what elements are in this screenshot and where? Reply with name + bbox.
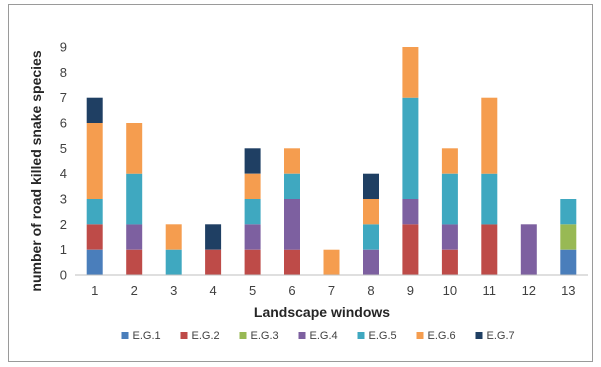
bar-segment-eg2-window-4 (205, 249, 222, 275)
y-tick-label: 6 (60, 116, 67, 131)
legend-swatch-eg4 (298, 332, 306, 339)
x-tick-label: 3 (170, 283, 177, 298)
bar-segment-eg2-window-1 (86, 224, 103, 250)
x-axis-title: Landscape windows (254, 304, 390, 320)
bar-segment-eg7-window-4 (205, 224, 222, 250)
bar-segment-eg6-window-6 (284, 148, 300, 174)
bar-segment-eg2-window-6 (284, 249, 300, 275)
legend-label-eg4: E.G.4 (310, 330, 338, 342)
x-tick-label: 9 (407, 283, 414, 298)
bar-segment-eg6-window-5 (244, 173, 261, 199)
legend-swatch-eg2 (180, 332, 188, 339)
legend-label-eg1: E.G.1 (133, 330, 161, 342)
x-tick-label: 13 (561, 283, 575, 298)
bar-segment-eg4-window-6 (284, 199, 300, 250)
legend-label-eg2: E.G.2 (192, 330, 220, 342)
bar-segment-eg3-window-13 (560, 224, 577, 250)
y-tick-label: 9 (60, 40, 67, 55)
bars-layer (86, 47, 577, 275)
bar-segment-eg2-window-2 (126, 249, 143, 275)
bar-segment-eg1-window-1 (86, 249, 103, 275)
bar-segment-eg4-window-12 (520, 224, 537, 275)
x-tick-label: 5 (249, 283, 256, 298)
legend-swatch-eg5 (357, 332, 365, 339)
bar-segment-eg4-window-8 (363, 249, 379, 275)
y-tick-label: 7 (60, 90, 67, 105)
bar-segment-eg5-window-10 (441, 173, 458, 225)
legend-swatch-eg3 (239, 332, 247, 339)
legend-swatch-eg1 (121, 332, 129, 339)
bar-segment-eg5-window-13 (560, 199, 577, 225)
bar-segment-eg6-window-11 (481, 97, 498, 174)
x-tick-label: 1 (91, 283, 98, 298)
x-tick-label: 10 (443, 283, 457, 298)
bar-segment-eg5-window-5 (244, 199, 261, 225)
bar-segment-eg6-window-10 (441, 148, 458, 174)
y-tick-label: 1 (60, 242, 67, 257)
bar-segment-eg2-window-5 (244, 249, 261, 275)
x-tick-label: 2 (131, 283, 138, 298)
bar-segment-eg5-window-8 (363, 224, 379, 250)
legend: E.G.1 E.G.2 E.G.3 E.G.4 E.G.5 E.G.6 E.G.7 (121, 330, 515, 342)
bar-segment-eg5-window-1 (86, 199, 103, 225)
bar-segment-eg4-window-5 (244, 224, 261, 250)
bar-segment-eg6-window-1 (86, 123, 103, 199)
x-tick-label: 11 (483, 283, 497, 298)
y-tick-label: 2 (60, 217, 67, 232)
x-tick-label: 8 (367, 283, 374, 298)
x-tick-label: 4 (209, 283, 216, 298)
bar-segment-eg4-window-9 (402, 199, 419, 225)
bar-segment-eg6-window-9 (402, 47, 419, 98)
bar-segment-eg2-window-11 (481, 224, 498, 275)
x-tick-label: 7 (328, 283, 335, 298)
legend-swatch-eg7 (475, 332, 483, 339)
y-tick-labels: 0 1 2 3 4 5 6 7 8 9 (60, 40, 67, 283)
y-tick-label: 5 (60, 141, 67, 156)
bar-segment-eg7-window-1 (86, 97, 103, 123)
legend-label-eg6: E.G.6 (428, 330, 456, 342)
bar-segment-eg5-window-3 (165, 249, 182, 275)
legend-label-eg3: E.G.3 (251, 330, 279, 342)
legend-swatch-eg6 (416, 332, 424, 339)
y-tick-label: 4 (60, 166, 67, 181)
legend-label-eg7: E.G.7 (487, 330, 515, 342)
bar-segment-eg4-window-10 (441, 224, 458, 250)
bar-segment-eg2-window-10 (441, 249, 458, 275)
bar-segment-eg5-window-6 (284, 173, 300, 199)
bar-segment-eg1-window-13 (560, 249, 577, 275)
bar-segment-eg4-window-2 (126, 224, 143, 250)
y-axis-title: number of road killed snake species (28, 50, 44, 291)
x-tick-label: 12 (522, 283, 536, 298)
x-tick-label: 6 (288, 283, 295, 298)
bar-segment-eg6-window-8 (363, 199, 379, 225)
bar-segment-eg7-window-5 (244, 148, 261, 174)
bar-segment-eg5-window-11 (481, 173, 498, 225)
x-tick-labels: 1 2 3 4 5 6 7 8 9 10 11 12 13 (91, 283, 575, 298)
y-tick-label: 3 (60, 192, 67, 207)
y-tick-label: 0 (60, 268, 67, 283)
bar-segment-eg2-window-9 (402, 224, 419, 275)
legend-label-eg5: E.G.5 (369, 330, 397, 342)
bar-segment-eg5-window-9 (402, 97, 419, 199)
bar-segment-eg5-window-2 (126, 173, 143, 225)
y-tick-label: 8 (60, 65, 67, 80)
bar-segment-eg6-window-3 (165, 224, 182, 250)
bar-segment-eg6-window-7 (323, 249, 340, 275)
bar-segment-eg6-window-2 (126, 123, 143, 174)
bar-segment-eg7-window-8 (363, 173, 379, 199)
